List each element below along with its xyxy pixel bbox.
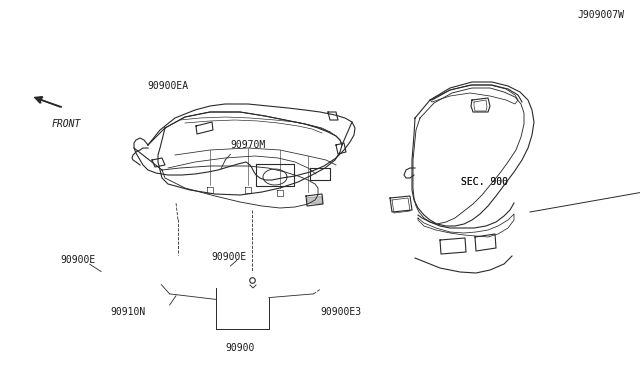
Text: 90970M: 90970M (230, 140, 266, 150)
Text: 90900E3: 90900E3 (320, 308, 361, 317)
Text: FRONT: FRONT (51, 119, 81, 129)
Text: 90900E: 90900E (211, 252, 246, 262)
Text: J909007W: J909007W (577, 10, 624, 20)
Text: 90900EA: 90900EA (147, 81, 188, 90)
Text: SEC. 900: SEC. 900 (461, 177, 508, 187)
Text: SEC. 900: SEC. 900 (461, 177, 508, 187)
Text: 90910N: 90910N (110, 308, 146, 317)
Text: 90900E: 90900E (61, 256, 96, 265)
Text: 90900: 90900 (225, 343, 255, 353)
